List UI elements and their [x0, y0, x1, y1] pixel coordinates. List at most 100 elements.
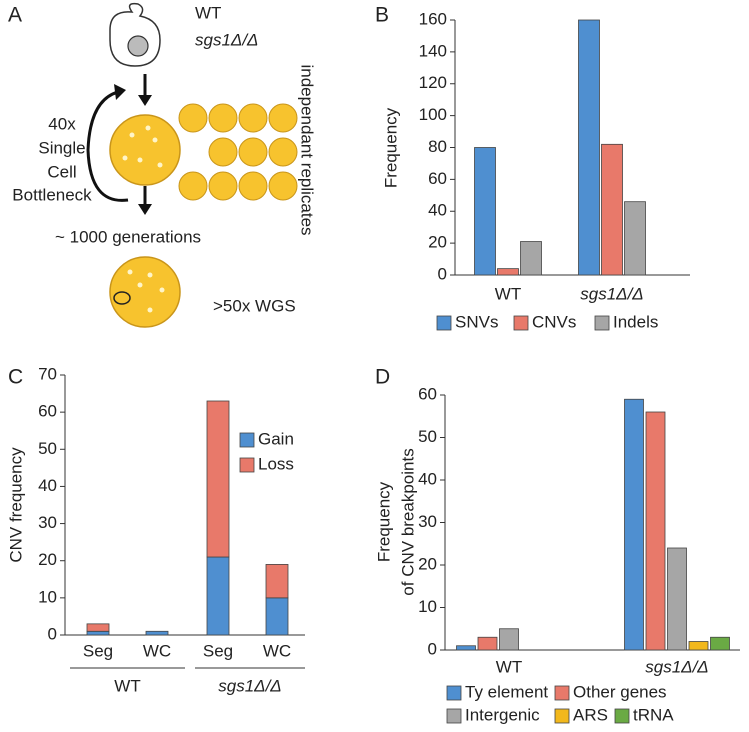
y-tick-label: 160: [419, 9, 447, 28]
legend-swatch: [594, 315, 610, 331]
y-axis-label: of CNV breakpoints: [398, 448, 417, 595]
bar: [624, 398, 644, 651]
legend-swatch: [446, 708, 462, 724]
y-tick-label: 40: [418, 469, 437, 488]
y-tick-label: 10: [418, 597, 437, 616]
y-axis-label: Frequency: [381, 107, 400, 188]
panel-a: A WT sgs1Δ/Δ independant replicates 40x …: [8, 2, 317, 328]
y-tick-label: 0: [48, 624, 57, 643]
legend-label: SNVs: [455, 312, 498, 331]
bar: [474, 147, 496, 276]
yeast-cell: [109, 2, 161, 67]
y-axis-label: Frequency: [374, 481, 393, 562]
legend-label: ARS: [573, 705, 608, 724]
x-tick-label: Seg: [83, 641, 113, 660]
legend-label: CNVs: [532, 312, 576, 331]
legend-swatch: [436, 315, 452, 331]
bottleneck-text: Bottleneck: [12, 185, 92, 204]
y-tick-label: 30: [38, 513, 57, 532]
y-tick-label: 50: [38, 439, 57, 458]
y-axis-label: CNV frequency: [6, 447, 25, 563]
panel-label: D: [375, 366, 390, 389]
arrow-head: [114, 84, 126, 100]
legend-swatch: [446, 685, 462, 701]
bar-segment: [265, 597, 289, 636]
panel-label: A: [8, 4, 22, 27]
legend-swatch: [554, 685, 570, 701]
y-tick-label: 50: [418, 427, 437, 446]
x-tick-label: WT: [496, 657, 522, 676]
colony: [109, 256, 181, 328]
y-tick-label: 20: [38, 550, 57, 569]
group-label: sgs1Δ/Δ: [218, 676, 281, 695]
y-tick-label: 60: [38, 402, 57, 421]
bar: [601, 143, 623, 276]
y-tick-label: 20: [418, 554, 437, 573]
legend-label: Gain: [258, 429, 294, 448]
y-tick-label: 140: [419, 41, 447, 60]
x-tick-label: WC: [143, 641, 171, 660]
group-label: WT: [114, 676, 140, 695]
legend-label: Loss: [258, 454, 294, 473]
bottleneck-text: Single: [38, 138, 85, 157]
bar: [667, 547, 687, 651]
bar: [710, 636, 730, 651]
colony-dots: [127, 269, 165, 313]
bottleneck-text: Cell: [47, 162, 76, 181]
y-tick-label: 40: [38, 476, 57, 495]
colony-dots: [122, 125, 163, 168]
bar-segment: [145, 630, 169, 636]
legend-label: Other genes: [573, 682, 667, 701]
panel-label: C: [8, 366, 23, 389]
bar-segment: [206, 400, 230, 558]
bar-segment: [86, 630, 110, 636]
y-tick-label: 60: [428, 169, 447, 188]
sequencing: >50x WGS: [213, 296, 296, 315]
y-tick-label: 70: [38, 364, 57, 383]
bar: [624, 201, 646, 276]
bar-segment: [86, 623, 110, 632]
panel-label: B: [375, 4, 389, 27]
x-tick-label: Seg: [203, 641, 233, 660]
y-tick-label: 40: [428, 201, 447, 220]
legend-swatch: [239, 432, 255, 448]
bar: [477, 636, 498, 651]
bar: [578, 19, 600, 276]
legend-label: tRNA: [633, 705, 674, 724]
y-tick-label: 60: [418, 384, 437, 403]
genotype-mutant: sgs1Δ/Δ: [195, 30, 258, 49]
x-tick-label: sgs1Δ/Δ: [580, 284, 643, 303]
bar-segment: [265, 564, 289, 599]
replicates-label: independant replicates: [298, 64, 317, 235]
legend-swatch: [554, 708, 570, 724]
y-tick-label: 10: [38, 587, 57, 606]
bar: [499, 628, 519, 651]
nucleus: [127, 35, 149, 57]
colony: [109, 114, 181, 186]
bar: [688, 641, 709, 651]
y-tick-label: 0: [438, 264, 447, 283]
bar: [520, 241, 542, 276]
loop-arrow: [86, 90, 129, 202]
legend-swatch: [614, 708, 630, 724]
genotype-wt: WT: [195, 3, 221, 22]
x-tick-label: WT: [495, 284, 521, 303]
legend-label: Indels: [613, 312, 658, 331]
bar: [497, 268, 519, 276]
y-tick-label: 80: [428, 137, 447, 156]
replicates: [178, 103, 298, 201]
legend-swatch: [513, 315, 529, 331]
y-tick-label: 120: [419, 73, 447, 92]
y-tick-label: 0: [428, 639, 437, 658]
arrow-head: [138, 204, 152, 215]
generations: ~ 1000 generations: [55, 227, 201, 246]
bar: [456, 645, 476, 651]
y-tick-label: 30: [418, 512, 437, 531]
x-tick-label: WC: [263, 641, 291, 660]
legend-label: Ty element: [465, 682, 548, 701]
legend-swatch: [239, 457, 255, 473]
bar-segment: [206, 556, 230, 636]
clone: [113, 291, 131, 305]
bar: [645, 411, 666, 651]
